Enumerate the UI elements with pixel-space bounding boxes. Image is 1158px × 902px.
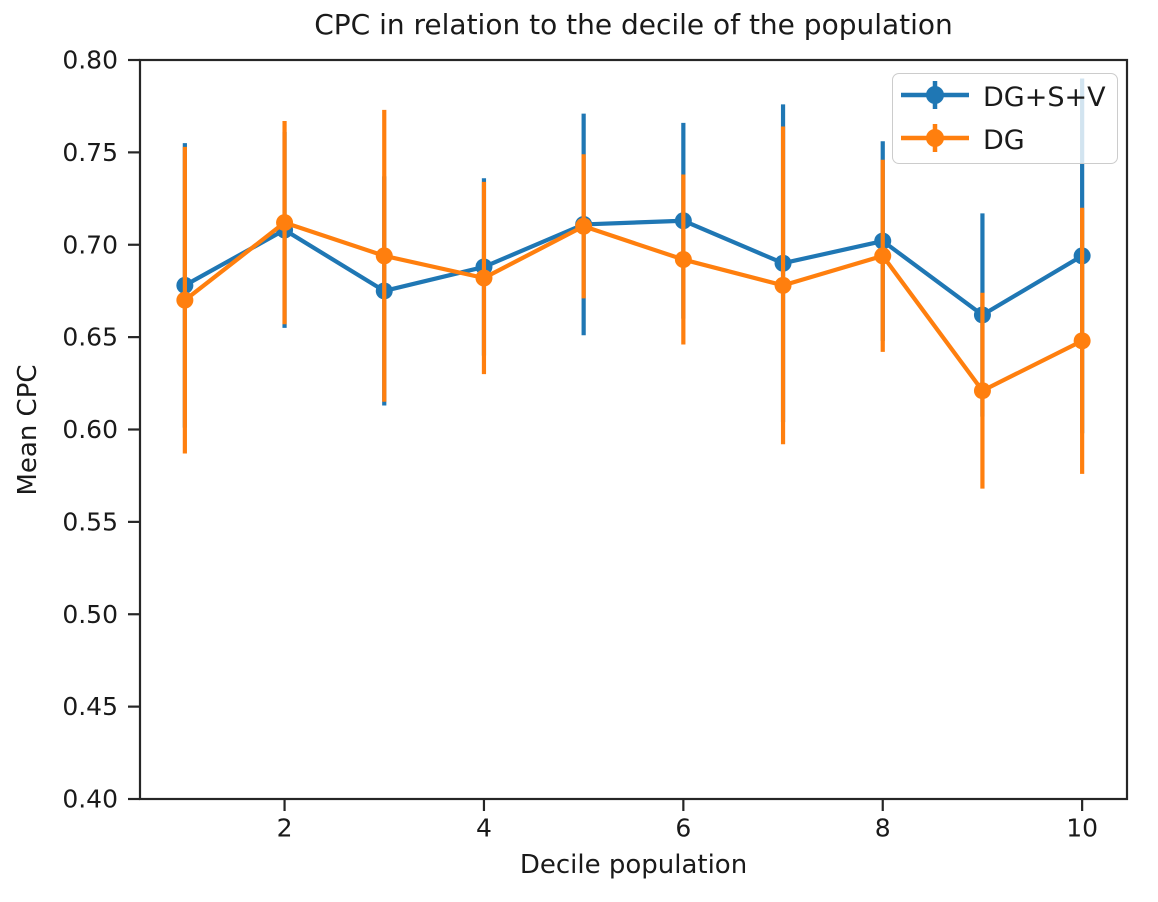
y-tick-label: 0.80 <box>62 46 118 75</box>
x-tick-label: 10 <box>1066 813 1098 842</box>
x-tick-label: 8 <box>875 813 891 842</box>
data-line <box>183 220 1084 393</box>
x-tick-label: 4 <box>476 813 492 842</box>
legend-entry-dg: DG <box>899 120 1117 160</box>
axes-spines <box>138 58 1129 801</box>
y-tick-label: 0.45 <box>62 692 118 721</box>
x-tick-label: 2 <box>277 813 293 842</box>
y-tick-label: 0.50 <box>62 600 118 629</box>
y-tick-label: 0.40 <box>62 785 118 814</box>
legend-label: DG+S+V <box>983 81 1106 113</box>
legend: DG+S+V DG <box>892 73 1118 164</box>
data-point-marker <box>276 214 294 232</box>
axis-ticks: 2 4 6 8 10 0.40 0.45 0.50 0.55 0.60 0.65 0.70 0.75 0.… <box>62 46 1098 843</box>
legend-label: DG <box>983 124 1025 156</box>
y-tick-label: 0.70 <box>62 230 118 259</box>
y-tick-label: 0.65 <box>62 323 118 352</box>
data-line <box>183 218 1084 318</box>
y-axis-label: Mean CPC <box>13 364 43 496</box>
data-point-marker <box>375 247 393 265</box>
data-point-marker <box>575 217 593 235</box>
x-tick-label: 6 <box>675 813 691 842</box>
errorbar-line-marker-icon <box>899 77 971 117</box>
data-point-marker <box>874 247 892 265</box>
y-tick-label: 0.75 <box>62 138 118 167</box>
series-dg <box>176 109 1091 489</box>
data-point-marker <box>774 276 792 294</box>
y-tick-label: 0.55 <box>62 507 118 536</box>
errorbar-line-marker-icon <box>899 120 971 160</box>
data-point-marker <box>1073 332 1091 350</box>
legend-handle-glyph <box>901 81 969 109</box>
legend-handle-glyph <box>901 124 969 152</box>
data-point-marker <box>674 251 692 269</box>
y-tick-label: 0.60 <box>62 415 118 444</box>
chart-title: CPC in relation to the decile of the pop… <box>314 8 953 41</box>
legend-entry-dg-s-v: DG+S+V <box>899 77 1117 117</box>
data-point-marker <box>176 291 194 309</box>
data-point-marker <box>475 269 493 287</box>
x-axis-label: Decile population <box>519 850 748 880</box>
data-point-marker <box>973 382 991 400</box>
